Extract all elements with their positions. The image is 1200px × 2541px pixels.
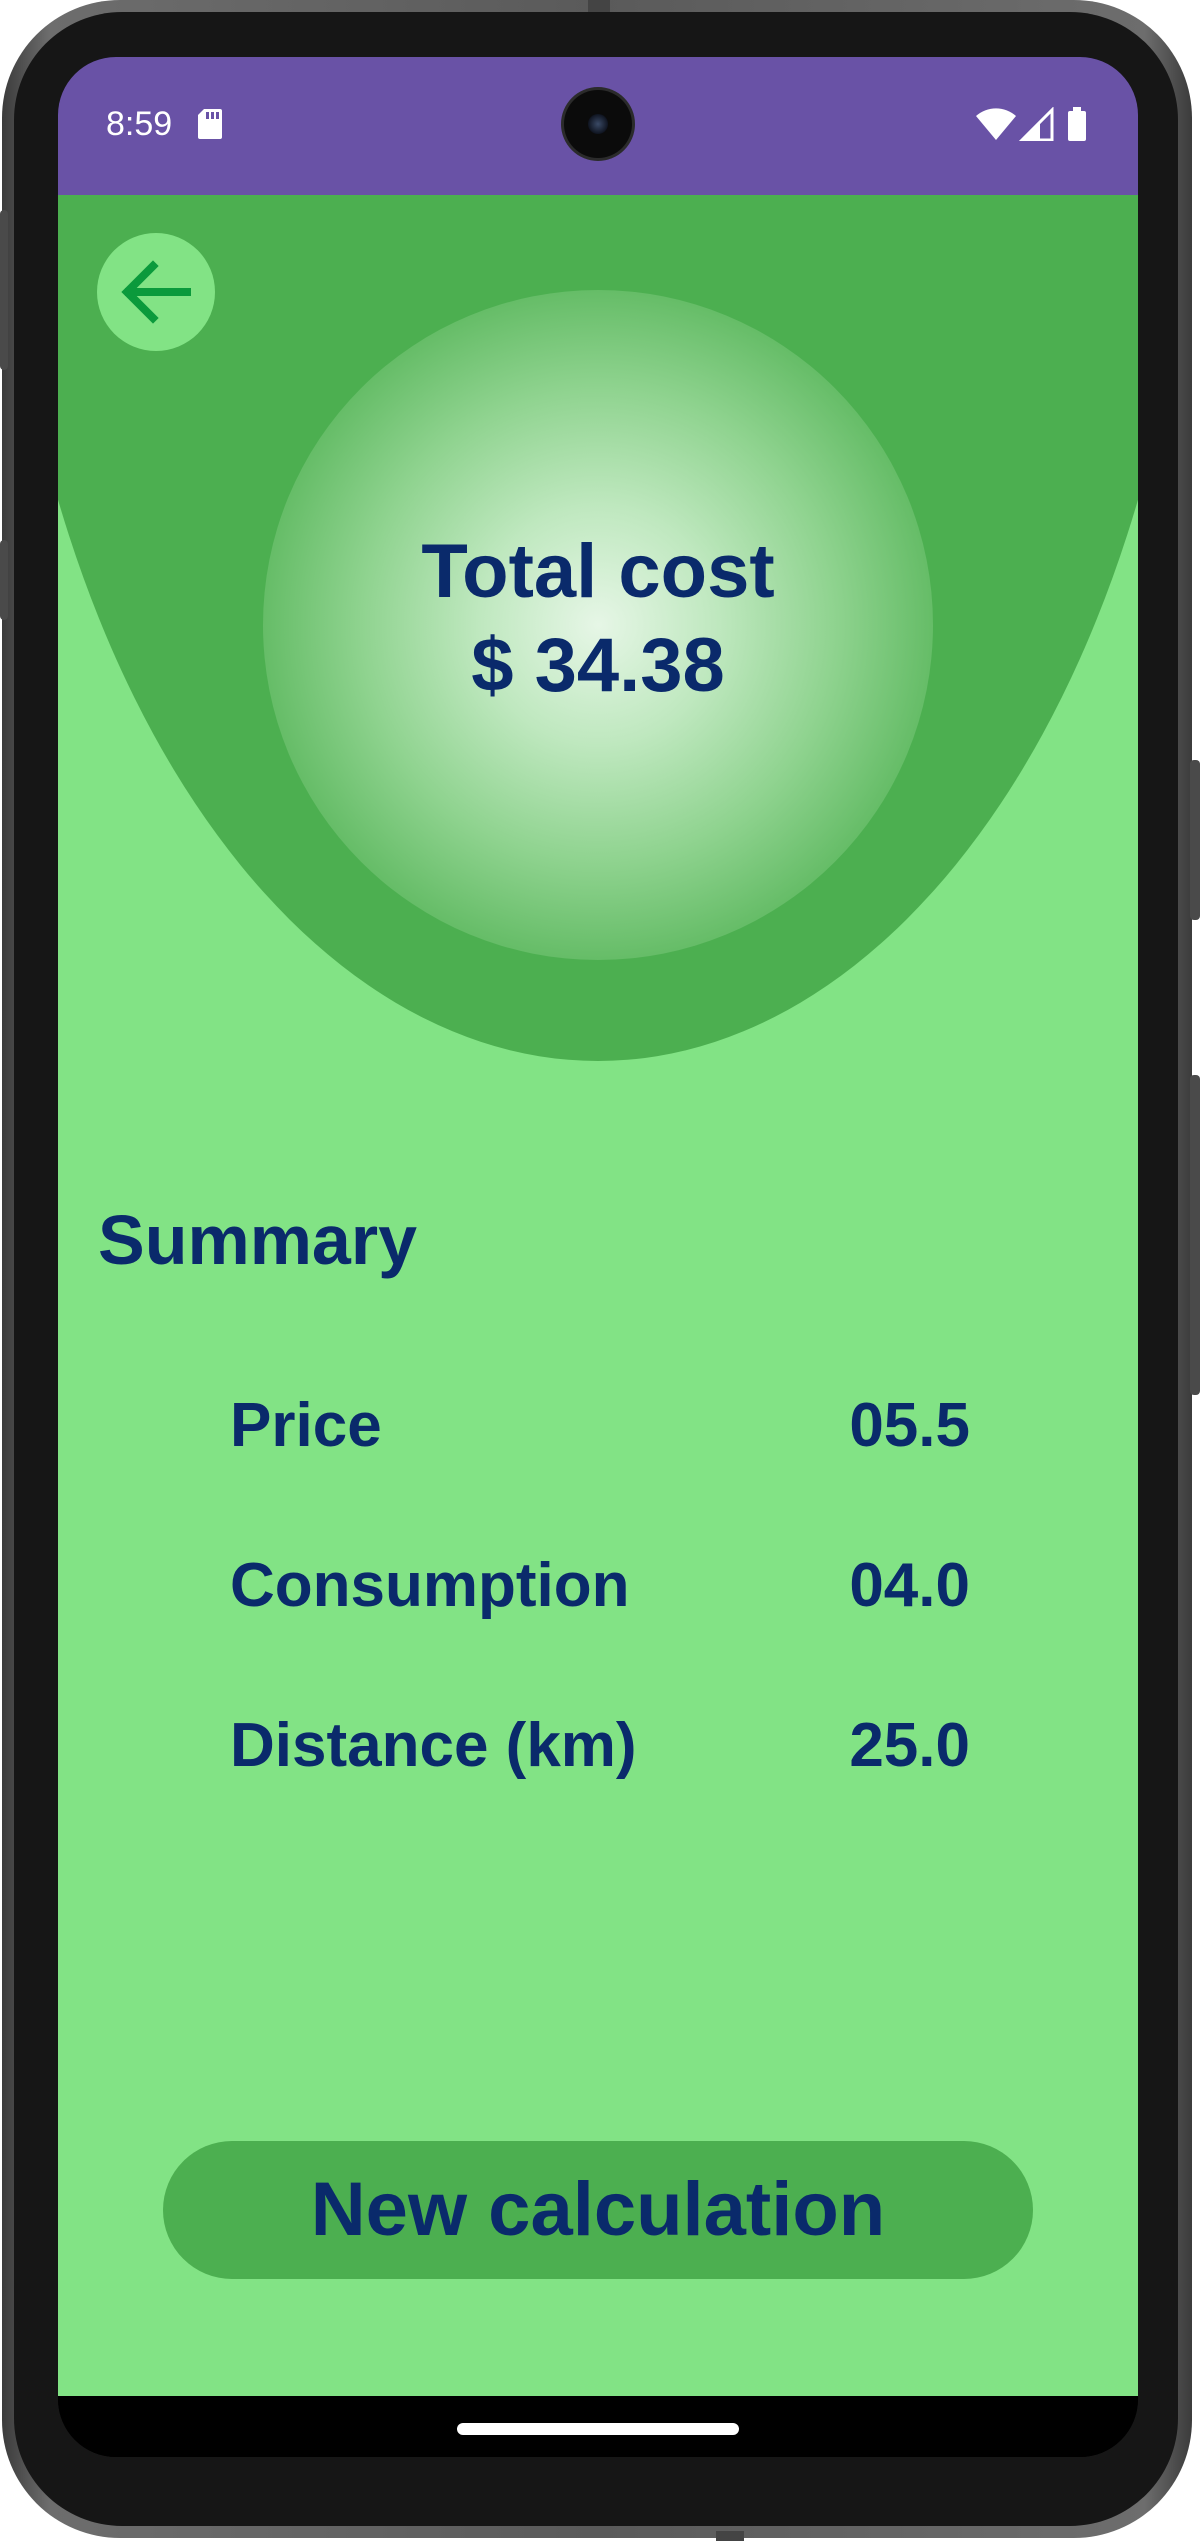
wifi-icon (976, 108, 1016, 140)
summary-title: Summary (98, 1201, 418, 1279)
total-cost-value: $ 34.38 (471, 623, 725, 708)
frame-left-button (0, 540, 8, 620)
status-bar: 8:59 (58, 57, 1138, 195)
summary-row-consumption: Consumption 04.0 (230, 1550, 970, 1630)
front-camera (564, 90, 632, 158)
frame-bottom-mark (716, 2531, 744, 2541)
back-button[interactable] (97, 233, 215, 351)
total-cost-label: Total cost (421, 529, 775, 614)
sd-card-icon (198, 109, 222, 139)
battery-icon (1068, 107, 1086, 141)
distance-label: Distance (km) (230, 1711, 637, 1780)
distance-value: 25.0 (849, 1711, 970, 1780)
status-icons (976, 107, 1086, 141)
price-label: Price (230, 1391, 382, 1460)
frame-left-button (0, 210, 8, 370)
home-indicator[interactable] (457, 2423, 739, 2435)
volume-rocker[interactable] (1190, 1075, 1200, 1395)
signal-icon (1018, 107, 1054, 141)
screen: 8:59 (58, 57, 1138, 2457)
summary-row-distance: Distance (km) 25.0 (230, 1710, 970, 1790)
consumption-value: 04.0 (849, 1551, 970, 1620)
summary-row-price: Price 05.5 (230, 1390, 970, 1470)
consumption-label: Consumption (230, 1551, 630, 1620)
power-button[interactable] (1190, 760, 1200, 920)
camera-lens (588, 114, 608, 134)
status-time: 8:59 (106, 105, 173, 143)
new-calculation-button[interactable]: New calculation (163, 2141, 1033, 2279)
total-cost: Total cost $ 34.38 (58, 525, 1138, 713)
app-content: Total cost $ 34.38 Summary Price 05.5 Co… (58, 195, 1138, 2396)
price-value: 05.5 (849, 1391, 970, 1460)
frame-top-mark (588, 0, 610, 12)
arrow-left-icon (121, 260, 191, 324)
header-glow (263, 290, 933, 960)
